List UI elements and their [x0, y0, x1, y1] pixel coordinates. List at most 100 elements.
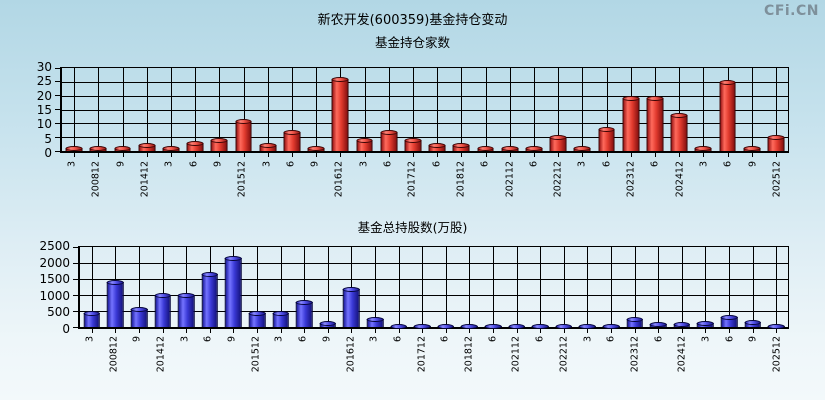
grid-line-vertical [563, 247, 565, 327]
x-axis-tick-label: 202212 [558, 336, 570, 373]
grid-line-vertical [485, 68, 487, 151]
x-axis-tick-label: 202412 [676, 336, 688, 373]
bar-3 [65, 146, 83, 152]
grid-line-vertical [533, 68, 535, 151]
x-axis-tick [611, 329, 612, 333]
x-axis-tick-label: 202512 [771, 336, 783, 373]
y-axis-tick [55, 150, 60, 152]
x-axis-tick-label: 202312 [625, 161, 637, 198]
x-axis-tick-label: 6 [431, 161, 443, 168]
bar-3 [697, 320, 714, 327]
x-axis-tick [727, 153, 729, 157]
y-axis-tick [55, 81, 60, 83]
bar-3 [694, 146, 712, 152]
bar-9 [210, 137, 228, 151]
chart1-y-axis-labels: 0 5 10 15 20 25 30 [0, 61, 58, 159]
x-axis-tick [516, 329, 518, 333]
x-axis-tick-label: 6 [601, 161, 613, 168]
bar-top-cap [622, 96, 640, 102]
grid-line-vertical [705, 247, 707, 327]
x-axis-tick-label: 201612 [345, 336, 357, 373]
x-axis-tick [752, 329, 754, 333]
x-axis-tick-label: 3 [698, 161, 710, 168]
bar-top-cap [272, 311, 289, 317]
bar-top-cap [767, 135, 785, 141]
x-axis-tick [122, 153, 124, 157]
bar-top-cap [508, 324, 525, 329]
bar-6 [477, 146, 494, 152]
x-axis-tick [316, 153, 318, 157]
grid-line-vertical [122, 68, 124, 151]
chart2-y-axis-labels: 0 500 1000 1500 2000 2500 [0, 240, 76, 335]
grid-line-vertical [375, 247, 376, 327]
x-axis-tick [233, 329, 235, 333]
bar-top-cap [743, 146, 761, 152]
bar-201812 [452, 143, 470, 151]
x-axis-tick [679, 153, 681, 157]
grid-line-horizontal [80, 295, 788, 296]
grid-line-vertical [582, 68, 584, 151]
bar-6 [484, 324, 502, 329]
bar-top-cap [343, 286, 360, 292]
bar-top-cap [670, 113, 688, 119]
x-axis-tick [606, 153, 608, 157]
grid-line-vertical [606, 68, 608, 151]
bar-201812 [461, 324, 478, 329]
bar-top-cap [89, 146, 107, 152]
bar-6 [602, 324, 620, 329]
bar-6 [649, 322, 667, 328]
y-axis-tick [55, 67, 60, 69]
bar-top-cap [720, 315, 738, 321]
chart2-title: 基金总持股数(万股) [357, 220, 468, 235]
grid-line-vertical [267, 68, 269, 151]
bar-6 [646, 96, 664, 151]
bar-top-cap [235, 118, 252, 124]
grid-line-vertical [398, 247, 400, 327]
x-axis-tick-label: 3 [179, 336, 191, 343]
x-axis-tick-label: 9 [115, 161, 127, 168]
y-axis-tick-label: 30 [36, 60, 52, 74]
grid-line-vertical [587, 247, 589, 327]
bar-9 [743, 146, 761, 152]
grid-line-vertical [422, 247, 424, 327]
x-axis-tick [437, 153, 439, 157]
y-axis-tick-label: 5 [44, 131, 52, 146]
bar-202112 [501, 146, 519, 152]
grid-line-horizontal [62, 123, 788, 125]
y-axis-tick [55, 109, 60, 110]
x-axis-tick-label: 202112 [504, 161, 516, 198]
grid-line-vertical [139, 247, 140, 327]
grid-line-vertical [257, 247, 258, 327]
x-axis-tick [98, 153, 100, 157]
x-axis-tick-label: 3 [261, 161, 273, 168]
chart2-plot-area [73, 246, 789, 333]
bar-top-cap [225, 256, 242, 262]
bar-top-cap [162, 146, 180, 152]
grid-line-vertical [611, 247, 612, 327]
x-axis-tick-label: 3 [368, 336, 380, 343]
x-axis-tick-label: 201612 [333, 161, 345, 198]
x-axis-tick [540, 329, 542, 333]
bar-top-cap [390, 324, 407, 329]
bar-top-cap [555, 324, 573, 329]
x-axis-tick [398, 329, 400, 333]
bar-top-cap [83, 310, 101, 316]
x-axis-tick-label: 201512 [236, 161, 248, 198]
x-axis-tick [162, 329, 164, 333]
bar-9 [744, 319, 761, 327]
x-axis-tick [705, 329, 707, 333]
bar-200812 [107, 280, 124, 327]
grid-line-vertical [98, 68, 100, 151]
bar-top-cap [646, 96, 664, 102]
x-axis-tick-label: 202412 [674, 161, 686, 198]
x-axis-tick-label: 9 [212, 161, 224, 168]
x-axis-tick-label: 6 [528, 161, 540, 168]
x-axis-tick [291, 153, 293, 157]
bar-202212 [555, 324, 573, 329]
x-axis-tick [351, 329, 353, 333]
x-axis-tick-label: 3 [163, 161, 175, 168]
x-axis-tick [751, 153, 753, 157]
bar-top-cap [65, 146, 83, 152]
y-axis-tick [73, 278, 78, 280]
x-axis-tick [587, 329, 589, 333]
